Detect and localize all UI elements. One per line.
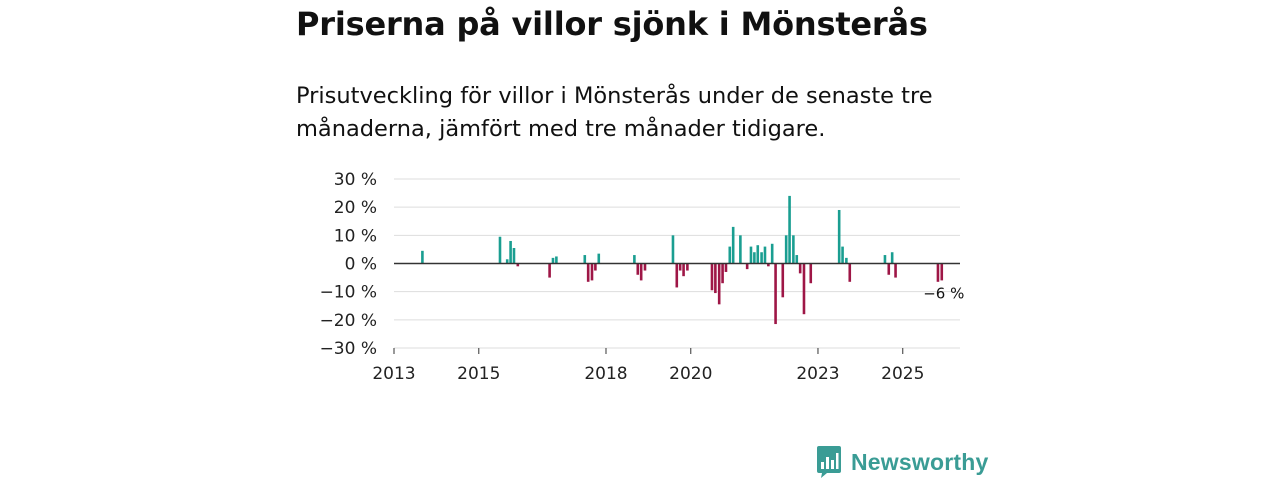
bar bbox=[643, 263, 647, 271]
bar bbox=[671, 235, 675, 264]
x-tick-label: 2015 bbox=[457, 364, 500, 384]
y-axis: 30 % 20 % 10 % 0 % −10 % −20 % −30 % bbox=[320, 170, 377, 359]
brand-logo[interactable]: Newsworthy bbox=[815, 444, 988, 480]
bar bbox=[682, 263, 685, 277]
bar bbox=[753, 252, 756, 264]
bar bbox=[756, 245, 760, 264]
y-tick-label: 10 % bbox=[334, 226, 377, 246]
bar bbox=[781, 263, 785, 298]
x-tick-label: 2018 bbox=[584, 364, 627, 384]
bar bbox=[678, 263, 682, 271]
bar bbox=[421, 250, 424, 264]
bars bbox=[421, 195, 944, 325]
bar bbox=[675, 263, 679, 288]
bar bbox=[845, 257, 848, 264]
brand-name: Newsworthy bbox=[851, 448, 989, 475]
bar bbox=[774, 263, 777, 325]
bar bbox=[516, 263, 520, 267]
x-tick-label: 2023 bbox=[796, 364, 839, 384]
bar bbox=[721, 263, 724, 284]
gridlines bbox=[394, 178, 960, 349]
bar bbox=[686, 263, 689, 271]
bar bbox=[883, 255, 887, 264]
bar bbox=[936, 263, 940, 282]
bar bbox=[770, 243, 774, 264]
chart-title: Priserna på villor sjönk i Mönsterås bbox=[296, 5, 928, 43]
x-tick-label: 2025 bbox=[881, 364, 924, 384]
bar bbox=[767, 263, 770, 267]
bar bbox=[509, 240, 512, 264]
y-tick-label: −30 % bbox=[320, 339, 377, 359]
bar bbox=[583, 255, 587, 264]
bar bbox=[749, 246, 753, 264]
chart-subtitle: Prisutveckling för villor i Mönsterås un… bbox=[296, 83, 933, 142]
bar bbox=[798, 263, 802, 274]
bar bbox=[498, 236, 502, 264]
bar bbox=[788, 195, 791, 264]
last-value-label: −6 % bbox=[923, 284, 964, 302]
bar bbox=[551, 257, 555, 264]
newsworthy-chart-icon bbox=[817, 446, 841, 478]
bar bbox=[586, 263, 590, 282]
bar bbox=[809, 263, 813, 284]
x-axis: 2013 2015 2018 2020 2023 2025 bbox=[372, 348, 924, 384]
bar bbox=[802, 263, 806, 315]
bar bbox=[714, 263, 717, 294]
bar bbox=[784, 235, 788, 264]
bar bbox=[639, 263, 643, 281]
bar bbox=[512, 248, 516, 264]
y-tick-label: 30 % bbox=[334, 170, 377, 190]
y-tick-label: 20 % bbox=[334, 198, 377, 218]
bar bbox=[505, 259, 509, 264]
bar bbox=[890, 252, 894, 264]
bar bbox=[894, 263, 897, 278]
bar bbox=[710, 263, 714, 291]
bar bbox=[940, 263, 944, 281]
bar bbox=[717, 263, 721, 305]
bar bbox=[763, 246, 767, 264]
bar bbox=[760, 252, 763, 264]
bar bbox=[795, 255, 799, 264]
y-tick-label: −20 % bbox=[320, 311, 377, 331]
bar bbox=[636, 263, 640, 275]
bar bbox=[728, 246, 732, 264]
bar bbox=[837, 209, 841, 264]
bar bbox=[597, 253, 601, 264]
bar bbox=[633, 255, 636, 264]
bar bbox=[848, 263, 852, 282]
x-tick-label: 2020 bbox=[669, 364, 712, 384]
price-change-chart: 30 %20 %10 %0 %−10 %−20 %−30 % 2013 2015 2… bbox=[320, 170, 965, 384]
bar bbox=[739, 235, 742, 264]
bar bbox=[548, 263, 551, 278]
x-tick-label: 2013 bbox=[372, 364, 415, 384]
bar bbox=[590, 263, 594, 281]
bar bbox=[594, 263, 597, 271]
y-tick-label: −10 % bbox=[320, 283, 377, 303]
bar bbox=[731, 226, 735, 264]
bar bbox=[724, 263, 728, 272]
bar bbox=[745, 263, 749, 270]
bar bbox=[792, 235, 795, 264]
bar bbox=[841, 246, 844, 264]
bar bbox=[887, 263, 891, 275]
bar bbox=[555, 256, 558, 264]
y-tick-label: 0 % bbox=[345, 255, 377, 275]
